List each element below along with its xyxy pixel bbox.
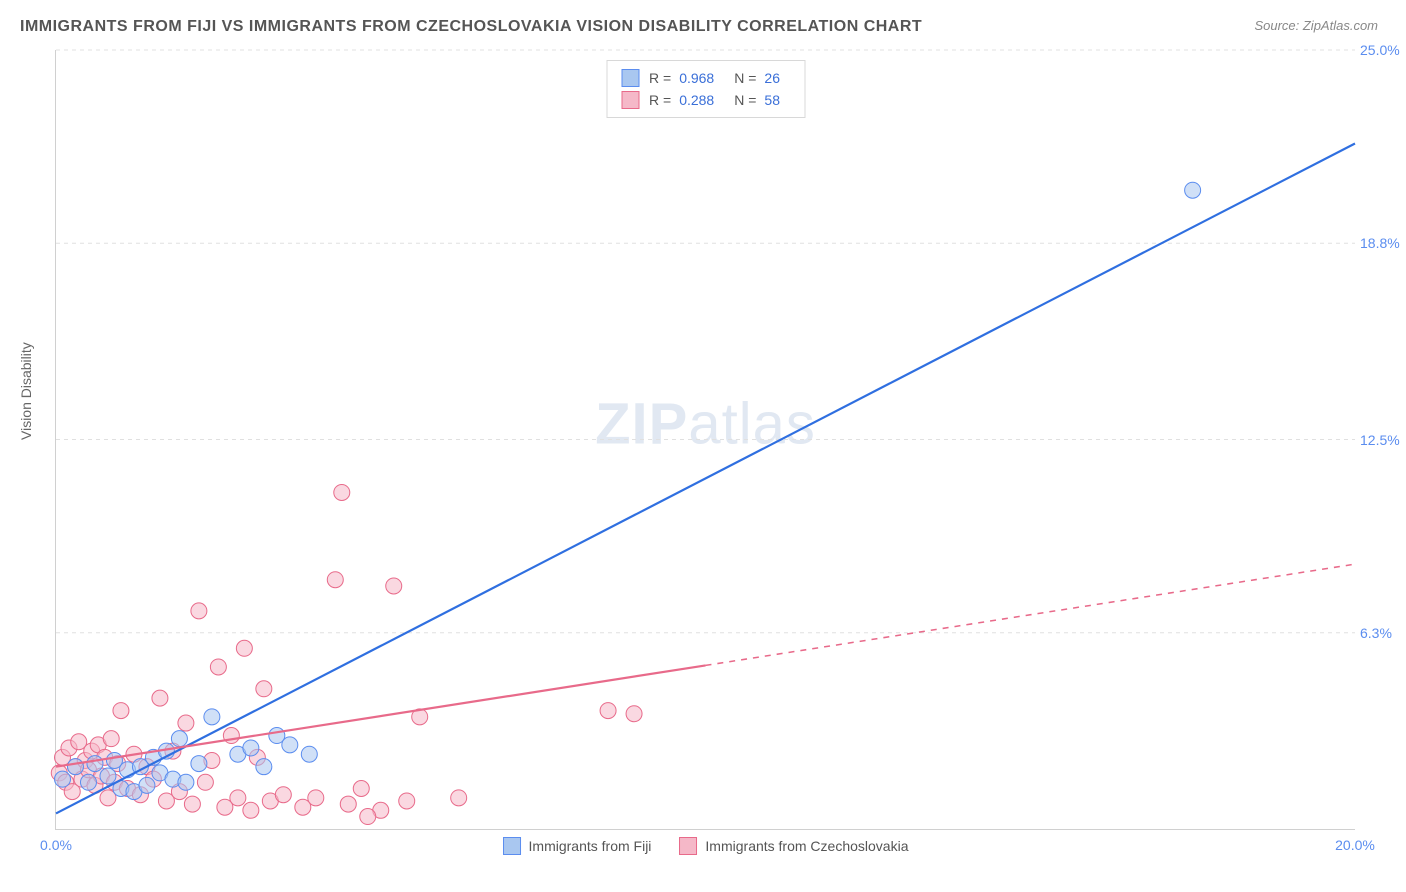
series-legend: Immigrants from Fiji Immigrants from Cze… xyxy=(503,837,909,855)
swatch-czech-bottom xyxy=(679,837,697,855)
legend-item-fiji: Immigrants from Fiji xyxy=(503,837,652,855)
legend-label-fiji: Immigrants from Fiji xyxy=(529,838,652,854)
y-tick-label: 12.5% xyxy=(1360,432,1405,448)
legend-label-czech: Immigrants from Czechoslovakia xyxy=(705,838,908,854)
chart-svg xyxy=(56,50,1355,829)
x-tick-label: 0.0% xyxy=(40,837,72,853)
plot-area: ZIPatlas R = 0.968 N = 26 R = 0.288 N = … xyxy=(55,50,1355,830)
legend-item-czech: Immigrants from Czechoslovakia xyxy=(679,837,908,855)
x-tick-label: 20.0% xyxy=(1335,837,1375,853)
chart-title: IMMIGRANTS FROM FIJI VS IMMIGRANTS FROM … xyxy=(20,18,922,36)
y-tick-label: 18.8% xyxy=(1360,235,1405,251)
y-axis-title: Vision Disability xyxy=(18,342,34,440)
y-tick-label: 25.0% xyxy=(1360,42,1405,58)
source-label: Source: ZipAtlas.com xyxy=(1254,18,1378,33)
y-tick-label: 6.3% xyxy=(1360,625,1405,641)
swatch-fiji-bottom xyxy=(503,837,521,855)
